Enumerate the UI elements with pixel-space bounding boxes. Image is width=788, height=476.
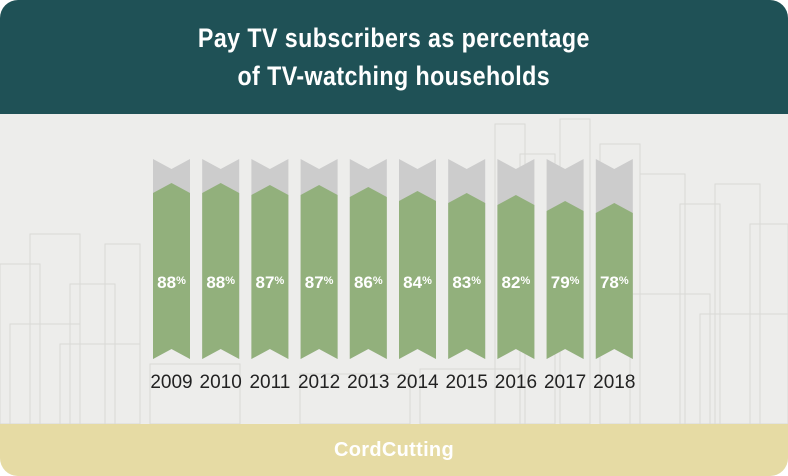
bar-2010 (202, 183, 240, 359)
x-tick-label-2017: 2017 (544, 372, 586, 393)
cordcutting-logo: CordCutting (334, 438, 454, 461)
x-tick-label-2009: 2009 (150, 372, 192, 393)
bar-2017 (546, 201, 584, 359)
chart-title-line-2: of TV-watching households (237, 61, 551, 91)
x-tick-label-2010: 2010 (200, 372, 242, 393)
bar-2014 (399, 191, 436, 359)
x-tick-label-2014: 2014 (396, 372, 439, 393)
bar-2012 (300, 185, 338, 359)
x-tick-label-2018: 2018 (593, 372, 635, 393)
bar-2018 (595, 203, 633, 359)
x-tick-label-2013: 2013 (347, 372, 389, 393)
chart-title-line-1: Pay TV subscribers as percentage (198, 23, 590, 53)
bar-2009 (153, 183, 190, 359)
x-tick-label-2011: 2011 (249, 372, 290, 393)
bar-2015 (448, 193, 486, 359)
bar-2011 (251, 185, 289, 359)
x-tick-label-2012: 2012 (298, 372, 340, 393)
bar-2013 (349, 187, 387, 359)
chart-header: Pay TV subscribers as percentage of TV-w… (0, 0, 788, 114)
bar-chart: 88%200988%201087%201187%201286%201384%20… (150, 159, 635, 393)
bar-2016 (497, 195, 535, 359)
footer-bar: CordCutting (0, 424, 788, 476)
city-skyline-background (0, 118, 788, 424)
x-tick-label-2016: 2016 (495, 372, 537, 393)
x-tick-label-2015: 2015 (446, 372, 488, 393)
